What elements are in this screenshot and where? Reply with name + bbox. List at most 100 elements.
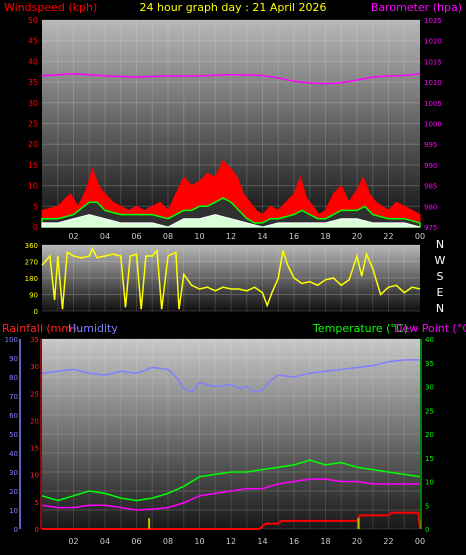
rainfall-y-tick: 25 bbox=[30, 390, 39, 398]
temp-y-tick: 5 bbox=[425, 502, 429, 510]
baro-y-tick: 985 bbox=[424, 183, 437, 191]
baro-y-tick: 980 bbox=[424, 203, 437, 211]
temp-y-tick: 15 bbox=[425, 455, 434, 463]
rainfall-y-tick: 20 bbox=[30, 417, 39, 425]
temp-y-tick: 30 bbox=[425, 384, 434, 392]
baro-y-tick: 1020 bbox=[424, 38, 442, 46]
wind-y-tick: 15 bbox=[28, 161, 38, 170]
baro-y-tick: 1025 bbox=[424, 17, 442, 25]
humidity-label: Humidity bbox=[68, 322, 118, 335]
humidity-y-tick: 90 bbox=[9, 355, 18, 363]
wind-y-tick: 45 bbox=[28, 37, 38, 46]
wind-x-tick: 08 bbox=[163, 232, 173, 241]
rain-x-tick: 02 bbox=[68, 537, 78, 546]
humidity-y-tick: 80 bbox=[9, 374, 18, 382]
compass-label: N bbox=[436, 302, 444, 315]
rain-x-tick: 00 bbox=[415, 537, 425, 546]
temp-y-tick: 25 bbox=[425, 407, 434, 415]
humidity-y-tick: 30 bbox=[9, 469, 18, 477]
humidity-y-tick: 10 bbox=[9, 507, 18, 515]
temperature-label: Temperature (°C) bbox=[312, 322, 408, 335]
dir-y-tick: 90 bbox=[29, 292, 38, 300]
rain-plot-area bbox=[42, 339, 420, 529]
dir-y-tick: 270 bbox=[25, 259, 38, 267]
humidity-y-tick: 60 bbox=[9, 412, 18, 420]
baro-y-tick: 1005 bbox=[424, 100, 442, 108]
baro-y-tick: 990 bbox=[424, 162, 437, 170]
wind-y-tick: 35 bbox=[28, 78, 38, 87]
temp-y-tick: 10 bbox=[425, 479, 434, 487]
wind-x-tick: 00 bbox=[415, 232, 425, 241]
compass-label: N bbox=[436, 238, 444, 251]
humidity-y-tick: 0 bbox=[14, 526, 18, 534]
wind-y-tick: 25 bbox=[28, 120, 38, 129]
humidity-y-tick: 50 bbox=[9, 431, 18, 439]
rainfall-y-tick: 10 bbox=[30, 472, 39, 480]
avg-wind-area bbox=[41, 197, 421, 228]
compass-label: S bbox=[437, 270, 444, 283]
baro-y-tick: 1000 bbox=[424, 121, 442, 129]
wind-y-tick: 0 bbox=[33, 223, 38, 232]
rain-x-tick: 10 bbox=[194, 537, 204, 546]
rain-x-tick: 06 bbox=[131, 537, 141, 546]
rainfall-y-tick: 35 bbox=[30, 336, 39, 344]
wind-low-area bbox=[41, 214, 421, 228]
humidity-line bbox=[41, 359, 420, 394]
rainfall-label: Rainfall (mm) bbox=[2, 322, 76, 335]
wind-x-tick: 10 bbox=[194, 232, 204, 241]
wind-y-tick: 50 bbox=[28, 16, 38, 25]
rainfall-y-tick: 15 bbox=[30, 445, 39, 453]
rainfall-y-tick: 30 bbox=[30, 363, 39, 371]
wind-x-tick: 12 bbox=[226, 232, 236, 241]
wind-y-tick: 10 bbox=[28, 182, 38, 191]
gust-area bbox=[41, 159, 421, 228]
rain-x-tick: 14 bbox=[257, 537, 267, 546]
wind-x-tick: 14 bbox=[257, 232, 267, 241]
baro-y-tick: 1010 bbox=[424, 79, 442, 87]
rainfall-line bbox=[42, 511, 421, 530]
temp-y-tick: 0 bbox=[425, 526, 429, 534]
windspeed-label: Windspeed (kph) bbox=[4, 1, 97, 14]
humidity-y-tick: 20 bbox=[9, 488, 18, 496]
rain-x-tick: 16 bbox=[289, 537, 299, 546]
wind-y-tick: 40 bbox=[28, 57, 38, 66]
compass-label: W bbox=[435, 254, 446, 267]
barometer-line bbox=[41, 73, 421, 85]
baro-y-tick: 1015 bbox=[424, 58, 442, 66]
wind-x-tick: 16 bbox=[289, 232, 299, 241]
baro-y-tick: 995 bbox=[424, 141, 437, 149]
dir-y-tick: 360 bbox=[25, 242, 38, 250]
wind-x-tick: 18 bbox=[320, 232, 330, 241]
dir-y-tick: 0 bbox=[34, 308, 38, 316]
barometer-label: Barometer (hpa) bbox=[371, 1, 462, 14]
rain-x-tick: 04 bbox=[100, 537, 110, 546]
wind-y-tick: 30 bbox=[28, 99, 38, 108]
rainfall-y-tick: 0 bbox=[35, 526, 39, 534]
dewpoint-line bbox=[41, 478, 420, 511]
temperature-line bbox=[41, 459, 421, 502]
wind-x-tick: 06 bbox=[131, 232, 141, 241]
rainfall-y-tick: 5 bbox=[35, 499, 39, 507]
rain-x-tick: 08 bbox=[163, 537, 173, 546]
compass-label: E bbox=[437, 286, 444, 299]
temp-y-tick: 40 bbox=[425, 336, 434, 344]
temp-y-tick: 35 bbox=[425, 360, 434, 368]
chart-title: 24 hour graph day : 21 April 2026 bbox=[140, 1, 327, 14]
rain-x-tick: 12 bbox=[226, 537, 236, 546]
wind-x-tick: 22 bbox=[383, 232, 393, 241]
humidity-y-tick: 100 bbox=[5, 336, 18, 344]
humidity-y-tick: 70 bbox=[9, 393, 18, 401]
baro-y-tick: 975 bbox=[424, 224, 437, 232]
dewpoint-label: Dew Point (°C) bbox=[394, 322, 466, 335]
dir-y-tick: 180 bbox=[25, 275, 38, 283]
wind-y-tick: 20 bbox=[28, 140, 38, 149]
direction-line bbox=[41, 246, 421, 310]
wind-x-tick: 04 bbox=[100, 232, 110, 241]
rain-x-tick: 20 bbox=[352, 537, 362, 546]
wind-y-tick: 5 bbox=[33, 202, 38, 211]
wind-x-tick: 02 bbox=[68, 232, 78, 241]
rain-x-tick: 18 bbox=[320, 537, 330, 546]
wind-x-tick: 20 bbox=[352, 232, 362, 241]
humidity-y-tick: 40 bbox=[9, 450, 18, 458]
